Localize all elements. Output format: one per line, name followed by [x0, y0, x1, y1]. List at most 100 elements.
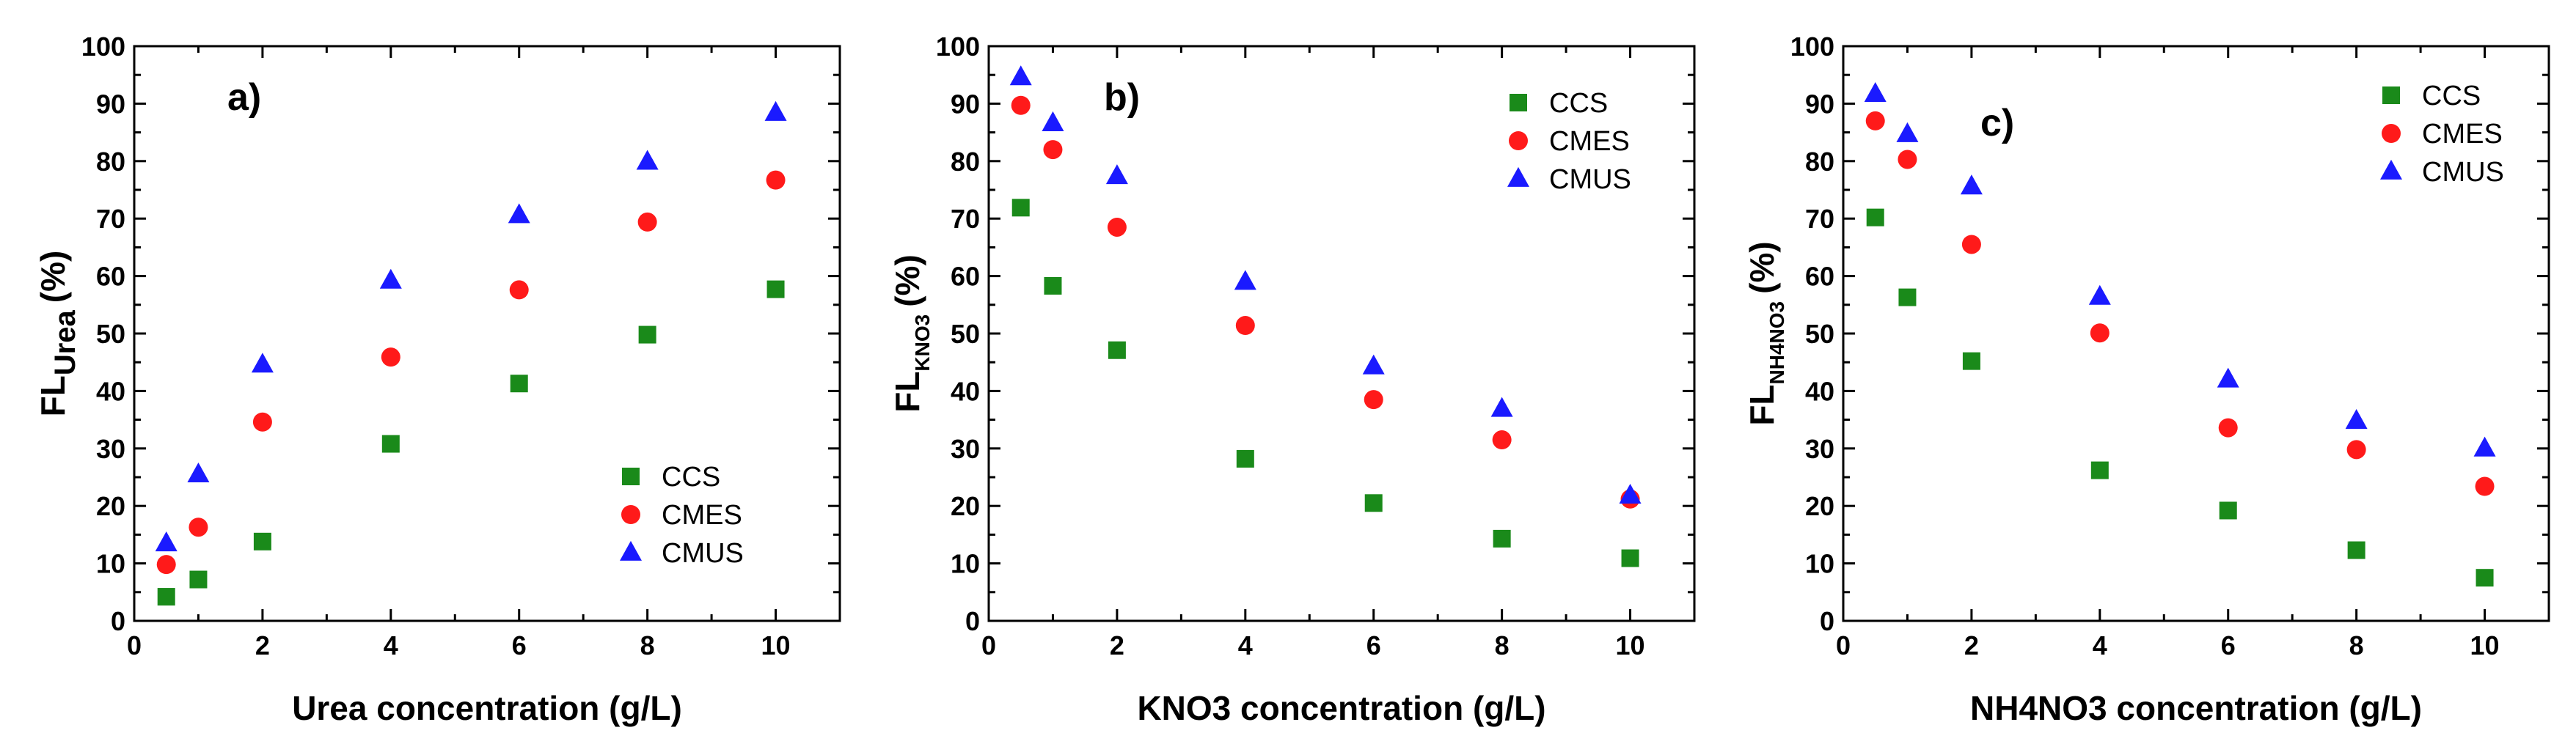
data-point — [764, 100, 787, 121]
series-cmes — [1865, 111, 2495, 496]
y-tick-label: 60 — [1805, 262, 1834, 292]
y-tick-label: 20 — [951, 491, 980, 521]
data-point — [2219, 501, 2237, 520]
data-point — [637, 212, 657, 232]
data-point — [1492, 430, 1512, 450]
y-axis-title-main: FL — [1743, 384, 1781, 425]
data-point — [189, 570, 208, 589]
series-cmes — [1011, 95, 1640, 509]
data-point — [1042, 111, 1064, 131]
x-tick-label: 0 — [1836, 630, 1851, 660]
y-tick-label: 40 — [951, 376, 980, 406]
x-tick-label: 8 — [1495, 630, 1510, 660]
panel-label: b) — [1104, 76, 1140, 119]
data-point — [1896, 122, 1919, 142]
legend-label-ccs: CCS — [1549, 88, 1608, 119]
y-axis-title-sub: KNO3 — [911, 314, 934, 372]
data-point — [1362, 354, 1385, 375]
series-cmus — [1864, 81, 2496, 457]
data-point — [1898, 150, 1917, 169]
data-point — [1043, 140, 1063, 160]
x-axis-title: Urea concentration (g/L) — [292, 689, 682, 727]
y-tick-label: 30 — [951, 434, 980, 464]
y-tick-label: 40 — [1805, 376, 1834, 406]
data-point — [379, 268, 402, 289]
x-tick-label: 8 — [640, 630, 655, 660]
data-point — [2347, 541, 2365, 559]
legend-marker-cmes — [1509, 131, 1528, 150]
y-tick-label: 10 — [96, 549, 125, 579]
legend-label-cmus: CMUS — [1549, 164, 1631, 195]
data-point — [2345, 409, 2368, 430]
data-point — [1962, 352, 1980, 370]
y-tick-label: 80 — [96, 147, 125, 177]
data-point — [2090, 461, 2109, 479]
data-point — [381, 347, 400, 367]
y-tick-label: 50 — [96, 319, 125, 349]
series-cmes — [156, 170, 786, 575]
data-point — [2346, 440, 2366, 460]
data-point — [187, 462, 210, 482]
data-point — [189, 518, 208, 537]
series-ccs — [157, 280, 785, 606]
data-point — [1235, 316, 1255, 336]
x-axis-title: NH4NO3 concentration (g/L) — [1970, 689, 2422, 727]
data-point — [1490, 397, 1513, 417]
data-point — [155, 531, 178, 552]
legend-marker-cmus — [1507, 166, 1529, 187]
y-tick-label: 70 — [1805, 204, 1834, 234]
data-point — [157, 588, 175, 606]
y-tick-label: 80 — [951, 147, 980, 177]
y-axis-title-unit: (%) — [34, 251, 72, 303]
legend-marker-ccs — [622, 468, 640, 485]
data-point — [1011, 95, 1031, 115]
x-tick-label: 6 — [512, 630, 527, 660]
data-point — [636, 150, 659, 170]
data-point — [253, 532, 271, 550]
legend-label-cmus: CMUS — [662, 538, 744, 569]
data-point — [1234, 270, 1256, 290]
legend-marker-cmes — [621, 505, 640, 524]
data-point — [1619, 483, 1642, 504]
y-tick-label: 70 — [951, 204, 980, 234]
x-tick-label: 6 — [2221, 630, 2236, 660]
data-point — [1364, 390, 1383, 410]
y-tick-label: 90 — [1805, 89, 1834, 119]
y-axis-title-unit: (%) — [1743, 241, 1781, 294]
panel-label: c) — [1980, 102, 2014, 144]
x-tick-label: 4 — [2093, 630, 2107, 660]
x-tick-label: 0 — [981, 630, 996, 660]
data-point — [1011, 199, 1030, 217]
y-tick-label: 0 — [111, 606, 125, 636]
x-tick-label: 10 — [2470, 630, 2500, 660]
x-axis-title: KNO3 concentration (g/L) — [1137, 689, 1545, 727]
y-tick-label: 100 — [1790, 32, 1834, 62]
data-point — [766, 170, 786, 190]
x-tick-label: 2 — [1110, 630, 1124, 660]
y-tick-label: 30 — [1805, 434, 1834, 464]
legend-label-ccs: CCS — [662, 462, 720, 493]
data-point — [1864, 81, 1887, 102]
y-axis-title: FLNH4NO3 (%) — [1743, 241, 1788, 425]
data-point — [1108, 341, 1126, 359]
data-point — [1009, 65, 1032, 86]
plot-frame — [133, 45, 841, 622]
series-ccs — [1866, 208, 2494, 587]
y-tick-label: 10 — [951, 549, 980, 579]
legend-marker-cmus — [2380, 159, 2402, 180]
y-tick-label: 50 — [1805, 319, 1834, 349]
series-cmus — [155, 100, 787, 552]
legend: CCS CMES CMUS — [2380, 81, 2504, 188]
y-tick-label: 20 — [1805, 491, 1834, 521]
data-point — [1044, 276, 1062, 295]
data-point — [2218, 418, 2238, 438]
legend-marker-cmes — [2382, 124, 2401, 143]
data-point — [251, 353, 274, 373]
y-tick-label: 90 — [951, 89, 980, 119]
legend-label-cmus: CMUS — [2422, 157, 2504, 188]
data-point — [1493, 529, 1511, 548]
y-tick-label: 90 — [96, 89, 125, 119]
data-point — [2090, 323, 2110, 343]
x-tick-label: 6 — [1366, 630, 1381, 660]
